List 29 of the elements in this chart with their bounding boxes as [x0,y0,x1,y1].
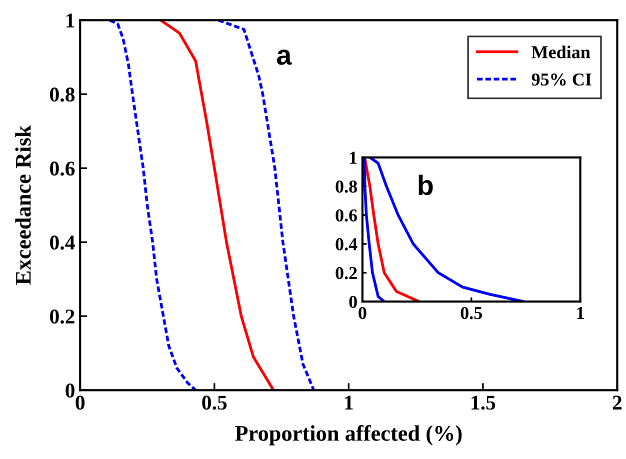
x-tick-label: 0 [76,396,85,410]
x-tick-label: 0.5 [460,306,482,320]
y-tick-label: 0 [66,384,74,398]
x-axis-title: Proportion affected (%) [235,425,462,446]
y-tick-label: 0.6 [336,209,358,222]
y-tick-label: 1 [350,152,357,164]
line-series [108,20,197,390]
legend-label: 95% CI [532,73,592,86]
y-tick-label: 0.2 [336,266,357,280]
x-tick-label: 1 [577,307,584,319]
y-tick-label: 0.6 [50,162,75,176]
line-series [159,20,275,390]
x-tick-label: 2 [612,396,622,410]
y-tick-label: 0 [349,296,357,308]
line-series [217,20,316,390]
x-tick-label: 0.5 [202,396,227,410]
y-tick-label: 1 [66,14,74,28]
x-tick-label: 1.5 [472,396,496,410]
y-tick-label: 0.2 [50,310,74,324]
annotation: a [276,50,292,65]
line-series [368,157,526,302]
x-tick-label: 0 [358,306,366,320]
legend-label: Median [532,46,590,58]
y-axis-title: Exceedance Risk [15,125,31,285]
y-tick-label: 0.4 [336,238,358,250]
annotation: b [418,174,433,196]
y-tick-label: 0.4 [50,236,75,250]
y-tick-label: 0.8 [50,88,75,102]
y-tick-label: 0.8 [336,180,357,193]
